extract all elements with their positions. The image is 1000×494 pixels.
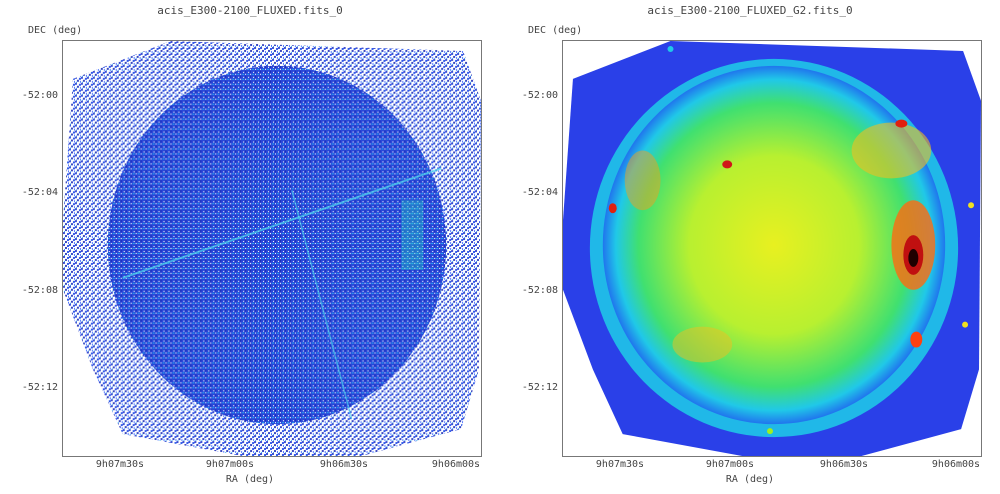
right-panel-title: acis_E300-2100_FLUXED_G2.fits_0 (647, 4, 853, 17)
right-ra-tick-2: 9h06m30s (819, 459, 869, 470)
left-ra-tick-2: 9h06m30s (319, 459, 369, 470)
left-ra-axis-label: RA (deg) (225, 474, 275, 485)
left-panel-title: acis_E300-2100_FLUXED.fits_0 (157, 4, 343, 17)
right-dec-tick-0: -52:00 (521, 90, 558, 101)
right-dec-tick-3: -52:12 (521, 382, 558, 393)
right-ra-tick-3: 9h06m00s (931, 459, 981, 470)
right-dec-tick-1: -52:04 (521, 187, 558, 198)
right-smoothed-image (563, 41, 981, 456)
left-image-frame[interactable] (62, 40, 482, 457)
left-dec-axis-label: DEC (deg) (28, 25, 83, 36)
right-ra-axis-label: RA (deg) (725, 474, 775, 485)
right-image-frame[interactable] (562, 40, 982, 457)
right-dec-tick-2: -52:08 (521, 285, 558, 296)
left-dec-tick-2: -52:08 (21, 285, 58, 296)
left-dec-tick-0: -52:00 (21, 90, 58, 101)
left-dec-tick-3: -52:12 (21, 382, 58, 393)
left-ra-tick-1: 9h07m00s (205, 459, 255, 470)
left-dec-tick-1: -52:04 (21, 187, 58, 198)
right-ra-tick-0: 9h07m30s (595, 459, 645, 470)
left-sky-panel: acis_E300-2100_FLUXED.fits_0 DEC (deg) (21, 4, 482, 485)
left-ra-tick-0: 9h07m30s (95, 459, 145, 470)
right-ra-tick-1: 9h07m00s (705, 459, 755, 470)
right-sky-panel: acis_E300-2100_FLUXED_G2.fits_0 DEC (deg… (500, 0, 1000, 494)
left-ra-tick-3: 9h06m00s (431, 459, 481, 470)
left-counts-image (63, 41, 481, 456)
right-dec-axis-label: DEC (deg) (528, 25, 583, 36)
